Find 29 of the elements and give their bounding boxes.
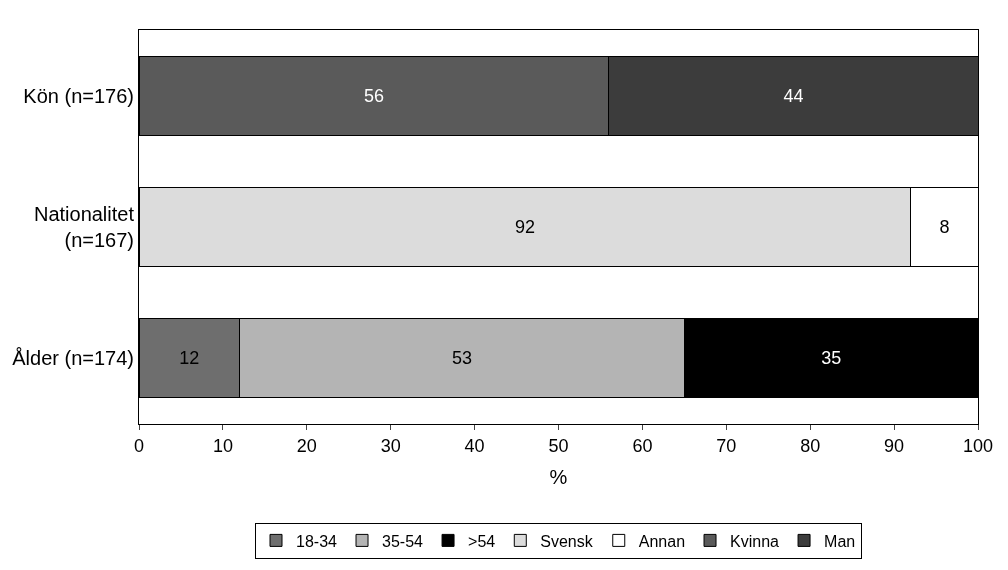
data-label: 92 [514,217,535,237]
x-tick-label: 40 [464,435,485,456]
data-label: 35 [821,348,842,369]
y-tick-label: Nationalitet (n=167) [33,203,135,251]
x-tick-label: 50 [548,435,569,456]
x-tick-label: 0 [133,435,145,456]
data-label: 12 [179,348,200,369]
legend-label: Kvinna [730,532,780,550]
legend-label: Man [824,532,856,550]
data-label: 8 [939,217,950,237]
legend-label: Svensk [540,532,594,550]
x-axis-title: % [549,466,568,489]
x-tick-label: 30 [380,435,401,456]
legend-label: 35-54 [382,532,424,550]
x-tick-label: 10 [212,435,233,456]
legend-label: >54 [468,532,496,550]
y-tick-label: Kön (n=176) [23,84,134,107]
x-tick-label: 90 [884,435,905,456]
data-label: 53 [452,348,473,369]
x-tick-label: 100 [962,435,994,456]
legend-label: 18-34 [296,532,338,550]
x-tick-label: 20 [296,435,317,456]
x-tick-label: 80 [800,435,821,456]
x-tick-label: 60 [632,435,653,456]
x-tick-label: 70 [716,435,737,456]
legend-label: Annan [638,532,686,550]
data-label: 44 [783,85,804,106]
y-tick-label: Ålder (n=174) [12,347,134,370]
data-label: 56 [363,85,384,106]
